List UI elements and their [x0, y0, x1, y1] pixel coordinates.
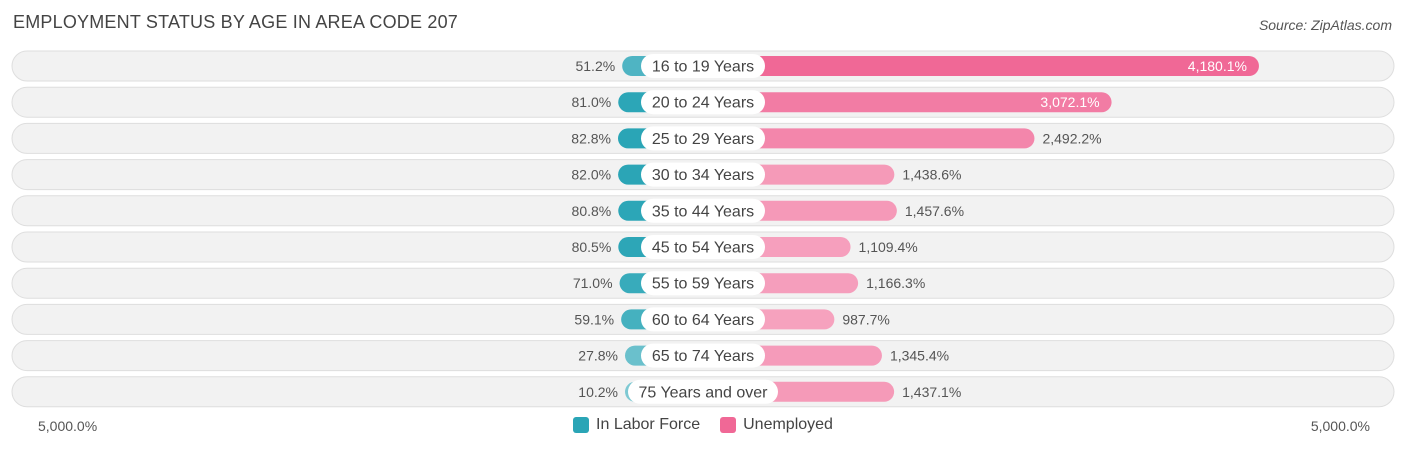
value-label-labor-force: 59.1% [574, 311, 614, 327]
bar-unemployed [703, 92, 1112, 113]
value-label-labor-force: 71.0% [573, 275, 613, 291]
value-label-unemployed: 4,180.1% [1188, 58, 1247, 74]
legend-item-labor-force: In Labor Force [573, 416, 700, 434]
source-label: Source: ZipAtlas.com [1258, 17, 1392, 33]
bar-unemployed [703, 128, 1035, 149]
category-label: 45 to 54 Years [652, 240, 754, 257]
value-label-labor-force: 27.8% [578, 348, 618, 364]
category-label: 55 to 59 Years [652, 276, 754, 293]
axis-right-label: 5,000.0% [1310, 418, 1370, 434]
value-label-unemployed: 1,438.6% [902, 167, 961, 183]
value-label-labor-force: 82.8% [571, 130, 611, 146]
category-label-bg [641, 307, 765, 332]
category-label: 35 to 44 Years [652, 203, 754, 220]
legend-swatch-labor-force [573, 417, 590, 433]
value-label-unemployed: 1,437.1% [902, 384, 961, 400]
category-label: 75 Years and over [639, 384, 769, 401]
category-label-bg [641, 90, 765, 115]
value-label-labor-force: 82.0% [571, 167, 611, 183]
value-label-labor-force: 10.2% [578, 384, 618, 400]
legend-label-labor-force: In Labor Force [596, 416, 701, 433]
legend-swatch-unemployed [720, 417, 737, 433]
legend: In Labor Force Unemployed [0, 416, 1406, 434]
value-label-unemployed: 3,072.1% [1040, 94, 1099, 110]
value-label-unemployed: 1,109.4% [859, 239, 918, 255]
category-label-bg [641, 54, 765, 78]
axis-left-label: 5,000.0% [38, 418, 98, 434]
value-label-unemployed: 1,345.4% [890, 348, 949, 364]
value-label-unemployed: 1,166.3% [866, 275, 925, 291]
category-label-bg [641, 126, 765, 151]
category-label: 20 to 24 Years [652, 95, 754, 112]
value-label-unemployed: 2,492.2% [1042, 130, 1101, 146]
value-label-labor-force: 51.2% [575, 58, 615, 74]
bar-unemployed [703, 56, 1259, 76]
value-label-labor-force: 80.5% [572, 239, 612, 255]
category-label-bg [641, 162, 765, 187]
category-label-bg [628, 379, 778, 404]
category-label-bg [641, 235, 765, 259]
value-label-unemployed: 987.7% [842, 311, 889, 327]
category-label-bg [641, 198, 765, 223]
category-label: 25 to 29 Years [652, 131, 754, 148]
category-label: 65 to 74 Years [652, 348, 754, 365]
category-label: 60 to 64 Years [652, 312, 754, 329]
legend-item-unemployed: Unemployed [720, 416, 833, 434]
category-label: 16 to 19 Years [652, 59, 754, 76]
value-label-labor-force: 80.8% [572, 203, 612, 219]
category-label: 30 to 34 Years [652, 167, 754, 184]
category-label-bg [641, 271, 765, 296]
legend-label-unemployed: Unemployed [743, 416, 833, 433]
value-label-labor-force: 81.0% [572, 94, 612, 110]
value-label-unemployed: 1,457.6% [905, 203, 964, 219]
chart-title: EMPLOYMENT STATUS BY AGE IN AREA CODE 20… [13, 12, 459, 32]
category-label-bg [641, 343, 765, 368]
